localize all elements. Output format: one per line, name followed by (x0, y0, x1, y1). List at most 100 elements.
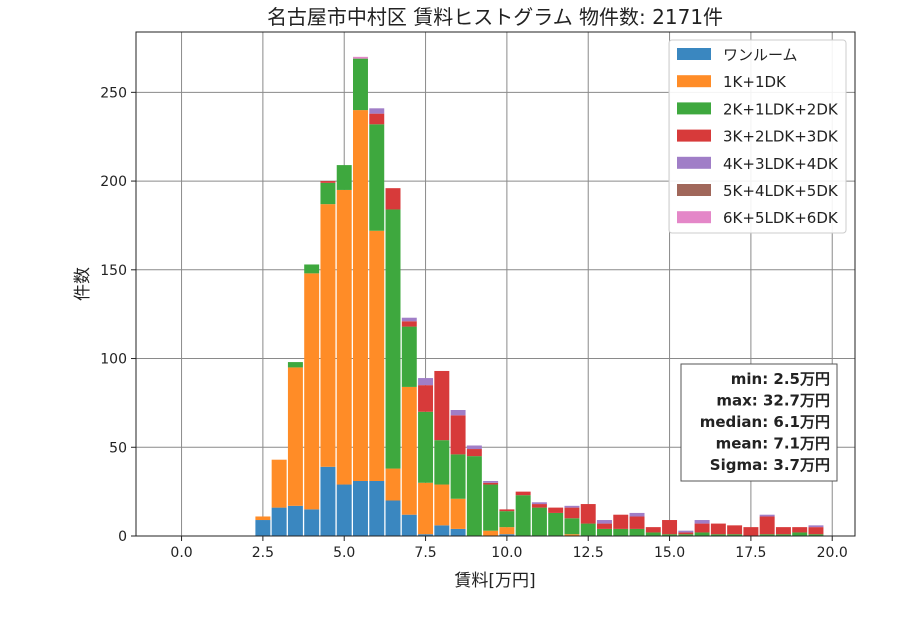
bar-segment (694, 520, 710, 524)
legend-swatch (677, 156, 711, 169)
bar-segment (466, 449, 482, 457)
bar-segment (418, 378, 434, 386)
bar-segment (369, 480, 385, 536)
bar-segment (694, 532, 710, 536)
stats-line: min: 2.5万円 (731, 370, 830, 388)
y-tick-label: 0 (118, 529, 127, 545)
bar-segment (531, 504, 547, 508)
legend-label: 1K+1DK (723, 73, 787, 91)
bar-segment (759, 534, 775, 536)
bar-segment (531, 507, 547, 536)
legend-frame (668, 39, 847, 234)
bar-segment (450, 498, 466, 529)
bar-segment (287, 367, 303, 506)
bar-segment (645, 527, 661, 533)
bar-segment (499, 509, 515, 512)
bar-segment (515, 495, 531, 536)
chart-title: 名古屋市中村区 賃料ヒストグラム 物件数: 2171件 (267, 5, 723, 29)
bar-segment (564, 507, 580, 519)
x-tick-label: 12.5 (573, 545, 604, 561)
x-tick-label: 0.0 (170, 545, 192, 561)
bar-segment (564, 534, 580, 536)
x-tick-label: 10.0 (491, 545, 522, 561)
bar-segment (499, 527, 515, 535)
bar-segment (710, 534, 726, 536)
stats-line: max: 32.7万円 (716, 392, 830, 410)
y-tick-label: 150 (100, 263, 127, 279)
legend: ワンルーム 1K+1DK 2K+1LDK+2DK 3K+2LDK+3DK 4K+3LDK… (668, 39, 847, 234)
bar-segment (287, 505, 303, 536)
bar-segment (304, 273, 320, 510)
bar-segment (531, 502, 547, 505)
bar-segment (450, 528, 466, 536)
x-tick-label: 7.5 (414, 545, 436, 561)
stats-line: median: 6.1万円 (700, 413, 830, 431)
bar-segment (694, 523, 710, 533)
bar-segment (401, 386, 417, 515)
bar-segment (369, 113, 385, 125)
x-tick-label: 2.5 (252, 545, 274, 561)
legend-label: 6K+5LDK+6DK (723, 209, 839, 227)
bar-segment (775, 534, 791, 536)
bar-segment (792, 527, 808, 533)
bar-segment (808, 527, 824, 535)
bar-segment (385, 188, 401, 210)
legend-swatch (677, 129, 711, 142)
bar-segment (710, 523, 726, 535)
x-tick-label: 20.0 (817, 545, 848, 561)
bar-segment (564, 505, 580, 508)
y-axis-ticks: 0 50 100 150 200 250 (100, 85, 136, 545)
bar-segment (580, 504, 596, 524)
legend-swatch (677, 75, 711, 88)
bar-segment (515, 491, 531, 496)
bar-segment (320, 204, 336, 467)
legend-swatch (677, 211, 711, 224)
bar-segment (629, 516, 645, 529)
bar-segment (629, 528, 645, 536)
bar-segment (548, 512, 564, 536)
plot-frame (135, 31, 856, 537)
bars (255, 56, 824, 536)
x-axis-ticks: 0.0 2.5 5.0 7.5 10.0 12.5 15.0 17.5 20.0 (170, 536, 848, 561)
bar-segment (808, 534, 824, 536)
bar-segment (369, 124, 385, 231)
bar-segment (369, 108, 385, 114)
bar-segment (483, 484, 499, 531)
stats-line: Sigma: 3.7万円 (710, 456, 830, 474)
bar-segment (613, 528, 629, 536)
bar-segment (271, 507, 287, 536)
bar-segment (450, 415, 466, 455)
bar-segment (304, 509, 320, 536)
bar-segment (418, 385, 434, 412)
bar-segment (808, 525, 824, 528)
bar-segment (401, 514, 417, 536)
bar-segment (548, 507, 564, 513)
bar-segment (645, 532, 661, 536)
bar-segment (450, 410, 466, 416)
bar-segment (743, 527, 759, 536)
bar-segment (727, 534, 743, 536)
bar-segment (320, 182, 336, 205)
bar-segment (629, 512, 645, 517)
legend-label: 4K+3LDK+4DK (723, 155, 839, 173)
bar-segment (662, 520, 678, 535)
bar-segment (434, 525, 450, 536)
bar-segment (353, 58, 368, 111)
bar-segment (401, 321, 417, 327)
bar-segment (775, 527, 791, 535)
bar-segment (597, 523, 612, 529)
y-tick-label: 250 (100, 85, 127, 101)
bar-segment (271, 459, 287, 508)
bar-segment (678, 530, 694, 533)
y-tick-label: 200 (100, 174, 127, 190)
bar-segment (353, 110, 368, 481)
bar-segment (255, 520, 271, 536)
bar-segment (353, 56, 368, 59)
bar-segment (759, 516, 775, 535)
bar-segment (401, 326, 417, 387)
y-tick-label: 100 (100, 352, 127, 368)
legend-label: 5K+4LDK+5DK (723, 182, 839, 200)
x-tick-label: 17.5 (735, 545, 766, 561)
bar-segment (418, 534, 434, 536)
